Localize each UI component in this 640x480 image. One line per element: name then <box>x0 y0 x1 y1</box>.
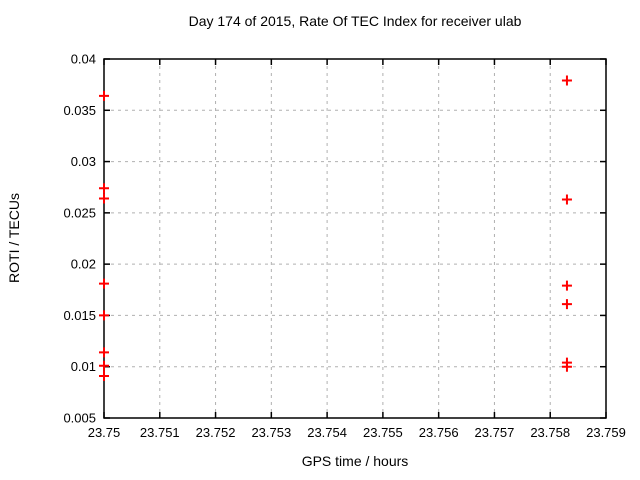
x-tick-label: 23.758 <box>530 425 570 440</box>
y-tick-label: 0.015 <box>63 308 96 323</box>
y-tick-label: 0.025 <box>63 205 96 220</box>
data-point-marker <box>99 278 109 289</box>
x-tick-label: 23.759 <box>586 425 626 440</box>
data-point-marker <box>561 194 572 205</box>
x-tick-label: 23.755 <box>363 425 403 440</box>
y-tick-label: 0.02 <box>71 257 96 272</box>
y-tick-label: 0.03 <box>71 154 96 169</box>
data-point-marker <box>99 347 109 358</box>
x-tick-label: 23.753 <box>251 425 291 440</box>
y-tick-label: 0.04 <box>71 52 96 67</box>
data-point-marker <box>99 183 109 194</box>
y-tick-label: 0.005 <box>63 411 96 426</box>
x-tick-label: 23.751 <box>140 425 180 440</box>
x-tick-label: 23.757 <box>475 425 515 440</box>
data-point-marker <box>99 360 109 371</box>
data-point-marker <box>99 370 109 381</box>
x-tick-label: 23.754 <box>307 425 347 440</box>
x-tick-label: 23.756 <box>419 425 459 440</box>
x-axis-title: GPS time / hours <box>301 453 409 469</box>
x-tick-label: 23.752 <box>196 425 236 440</box>
data-point-marker <box>99 193 109 204</box>
y-tick-label: 0.035 <box>63 103 96 118</box>
data-point-marker <box>561 361 572 372</box>
x-tick-label: 23.75 <box>88 425 121 440</box>
plot-border <box>103 58 607 419</box>
data-point-marker <box>561 299 572 310</box>
data-point-marker <box>561 280 572 291</box>
y-tick-label: 0.01 <box>71 359 96 374</box>
data-point-marker <box>99 310 109 321</box>
data-point-marker <box>561 75 572 86</box>
data-point-marker <box>99 90 109 101</box>
chart-title: Day 174 of 2015, Rate Of TEC Index for r… <box>188 13 522 29</box>
